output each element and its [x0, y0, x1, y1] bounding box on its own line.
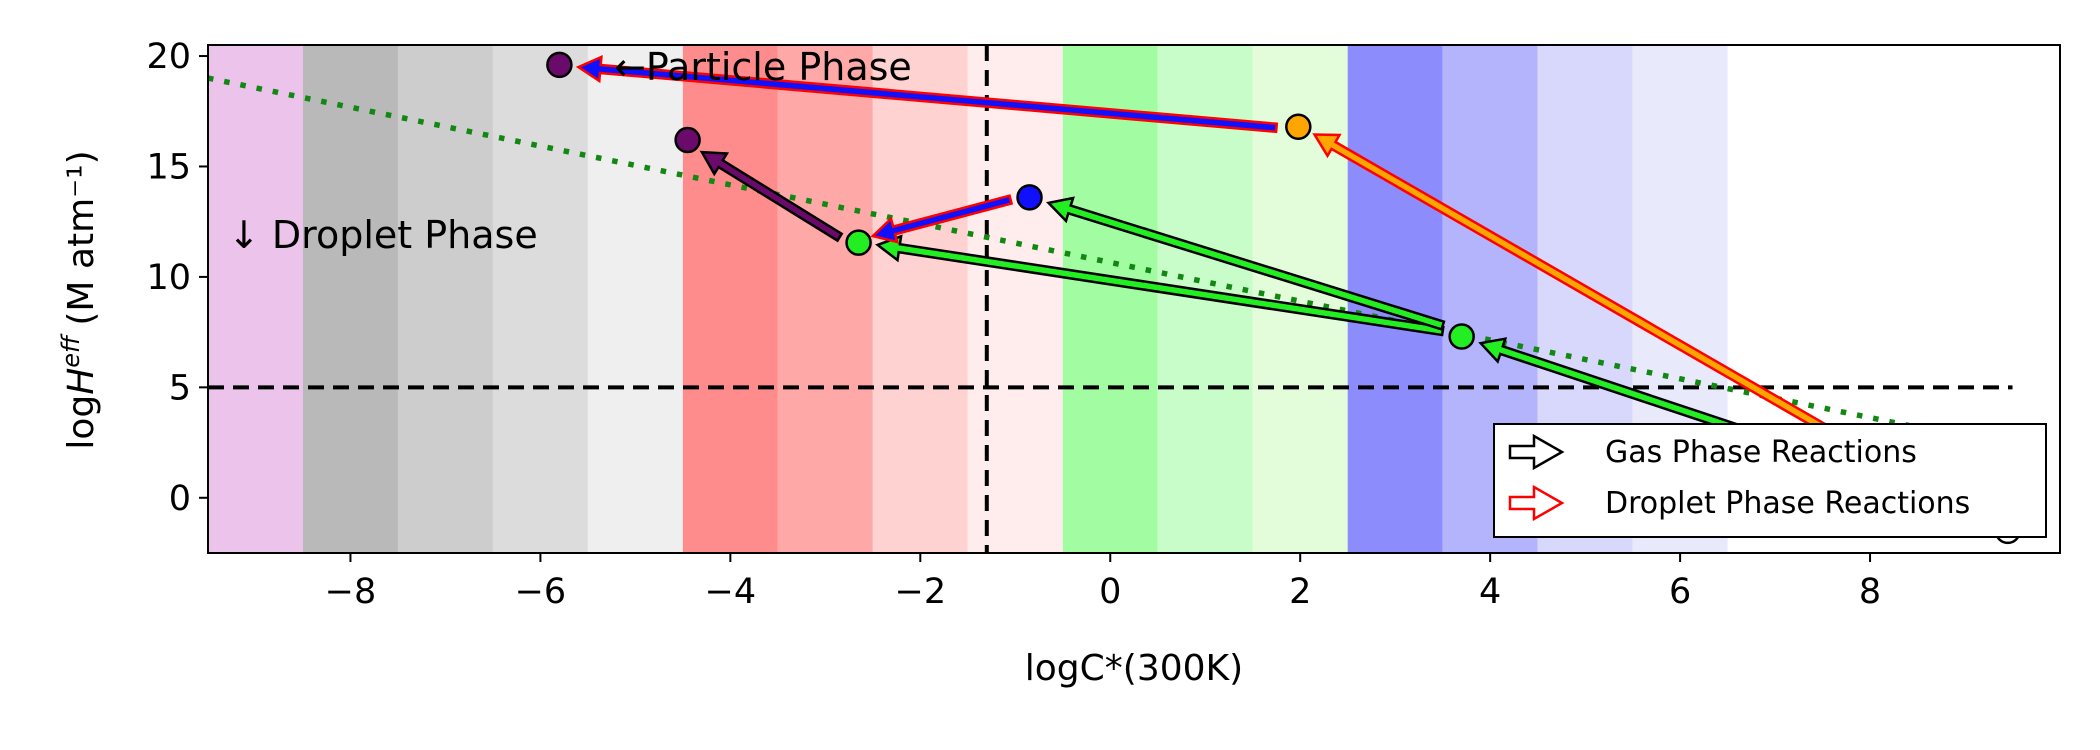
point-orange-f: [1285, 113, 1312, 140]
legend: Gas Phase Reactions Droplet Phase Reacti…: [1493, 423, 2047, 538]
y-tick-label-1: 5: [169, 368, 191, 408]
x-tick-label-5: 2: [1289, 572, 1311, 612]
arrow-green-c-to-purple-e: [699, 150, 844, 243]
y-axis-label-sup: eff: [57, 333, 85, 368]
band-7: [872, 45, 968, 553]
y-axis-ticks: 0 5 10 15 20: [146, 37, 208, 519]
x-tick-label-4: 0: [1099, 572, 1121, 612]
band-0: [208, 45, 303, 553]
y-axis-label: logHeff (M atm⁻¹): [57, 150, 102, 449]
point-blue-d: [1016, 184, 1043, 211]
arrow-green-b-to-green-c: [875, 234, 1445, 337]
y-tick-label-4: 20: [146, 37, 191, 77]
point-green-c: [845, 229, 872, 256]
y-axis-label-var: H: [61, 368, 102, 395]
y-axis-label-base: log: [61, 395, 102, 450]
reaction-arrows: [575, 55, 1993, 532]
x-tick-label-0: −8: [325, 572, 377, 612]
legend-box: [1493, 423, 2047, 538]
x-axis-label: logC*(300K): [1025, 648, 1243, 689]
y-tick-label-2: 10: [146, 258, 191, 298]
band-9: [1062, 45, 1158, 553]
band-2: [397, 45, 493, 553]
band-5: [682, 45, 778, 553]
x-axis-ticks: −8 −6 −4 −2 0 2 4 6 8: [325, 553, 1881, 612]
reference-lines: [208, 45, 2013, 553]
arrow-orange-to-purple-g: [575, 55, 1279, 134]
band-3: [492, 45, 588, 553]
x-tick-label-2: −4: [705, 572, 757, 612]
legend-gas-arrow-icon: [1508, 433, 1565, 471]
x-tick-label-1: −6: [515, 572, 567, 612]
point-green-b: [1448, 323, 1475, 350]
legend-droplet-label: Droplet Phase Reactions: [1605, 486, 1970, 521]
band-8: [967, 45, 1063, 553]
x-tick-label-8: 8: [1859, 572, 1881, 612]
x-tick-label-3: −2: [895, 572, 947, 612]
y-tick-label-3: 15: [146, 147, 191, 187]
annotation-droplet-phase: ↓ Droplet Phase: [228, 213, 538, 257]
legend-gas-label: Gas Phase Reactions: [1605, 435, 1917, 470]
y-axis-label-units: (M atm⁻¹): [61, 150, 102, 325]
point-purple-e: [674, 126, 701, 154]
legend-droplet-arrow-icon: [1508, 484, 1565, 522]
x-tick-label-7: 6: [1669, 572, 1691, 612]
arrow-blue-to-green-c: [870, 194, 1014, 244]
y-tick-label-0: 0: [169, 479, 191, 519]
plot-frame: [207, 44, 2061, 554]
band-1: [302, 45, 398, 553]
x-tick-label-6: 4: [1479, 572, 1501, 612]
arrow-red-to-orange: [1312, 133, 1865, 455]
point-purple-g: [546, 51, 573, 79]
band-6: [777, 45, 873, 553]
arrow-green-b-to-blue-d: [1046, 196, 1446, 331]
annotation-particle-phase: ←Particle Phase: [614, 45, 912, 89]
band-4: [587, 45, 683, 553]
